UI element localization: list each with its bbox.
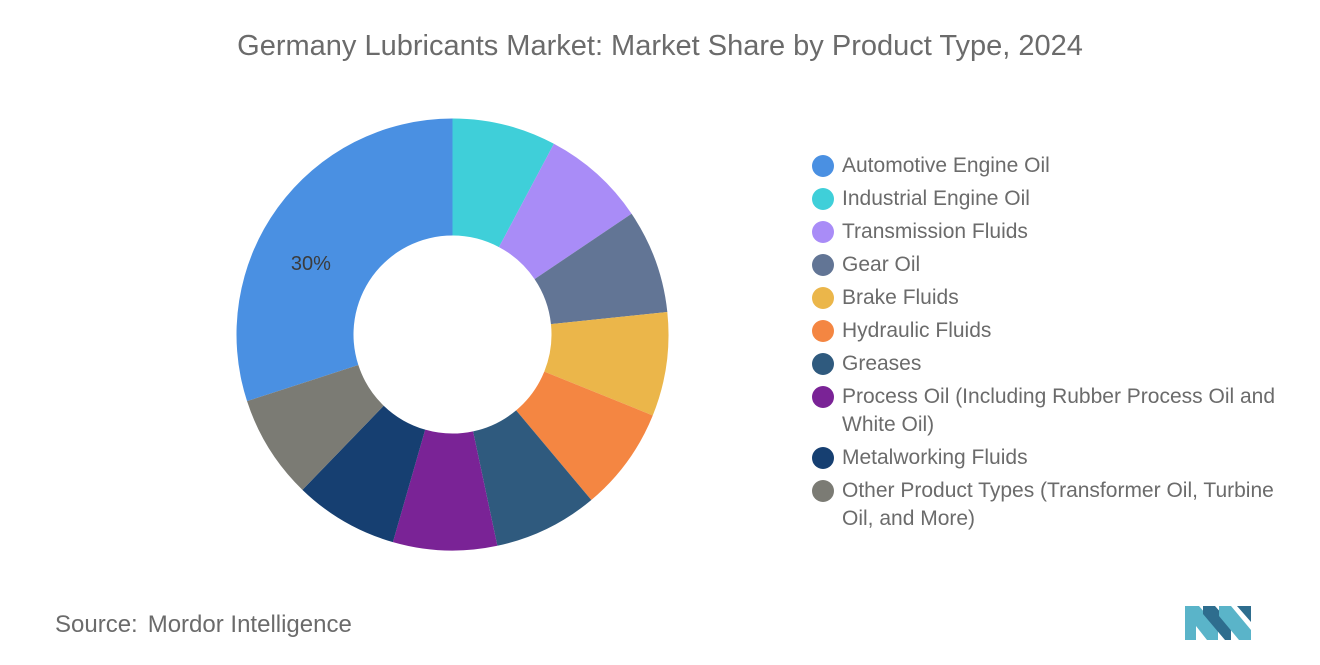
legend-item: Brake Fluids <box>812 284 1282 312</box>
legend-item: Other Product Types (Transformer Oil, Tu… <box>812 477 1282 533</box>
legend-item: Transmission Fluids <box>812 218 1282 246</box>
legend-label: Industrial Engine Oil <box>842 187 1030 210</box>
legend-label: Process Oil (Including Rubber Process Oi… <box>842 385 1276 436</box>
source-note: Source: Mordor Intelligence <box>55 611 352 639</box>
donut-slice <box>236 118 453 402</box>
legend-swatch <box>812 386 834 408</box>
legend-item: Automotive Engine Oil <box>812 152 1282 180</box>
donut-slice <box>247 365 384 490</box>
chart-legend: Automotive Engine Oil Industrial Engine O… <box>812 152 1282 538</box>
legend-label: Automotive Engine Oil <box>842 154 1050 177</box>
legend-item: Greases <box>812 350 1282 378</box>
legend-swatch <box>812 188 834 210</box>
donut-slice <box>452 118 554 248</box>
legend-label: Brake Fluids <box>842 286 959 309</box>
legend-swatch <box>812 155 834 177</box>
legend-item: Process Oil (Including Rubber Process Oi… <box>812 383 1282 439</box>
donut-slice <box>473 410 592 546</box>
donut-slice <box>302 405 426 543</box>
legend-label: Metalworking Fluids <box>842 446 1028 469</box>
chart-title: Germany Lubricants Market: Market Share … <box>237 30 1083 62</box>
donut-slice <box>544 311 669 416</box>
legend-swatch <box>812 221 834 243</box>
donut-slice <box>392 429 498 551</box>
legend-swatch <box>812 254 834 276</box>
legend-label: Greases <box>842 352 922 375</box>
legend-swatch <box>812 480 834 502</box>
legend-swatch <box>812 287 834 309</box>
source-label: Source: <box>55 611 138 638</box>
legend-item: Industrial Engine Oil <box>812 185 1282 213</box>
legend-swatch <box>812 447 834 469</box>
legend-item: Metalworking Fluids <box>812 444 1282 472</box>
legend-label: Gear Oil <box>842 253 921 276</box>
legend-item: Gear Oil <box>812 251 1282 279</box>
legend-label: Transmission Fluids <box>842 220 1028 243</box>
legend-label: Other Product Types (Transformer Oil, Tu… <box>842 479 1274 530</box>
slice-data-label: 30% <box>291 253 331 275</box>
legend-item: Hydraulic Fluids <box>812 317 1282 345</box>
donut-slice <box>516 371 653 500</box>
donut-slice <box>498 143 632 280</box>
donut-slice <box>534 213 668 325</box>
legend-label: Hydraulic Fluids <box>842 319 992 342</box>
donut-chart: 30% <box>236 118 669 551</box>
legend-swatch <box>812 353 834 375</box>
legend-swatch <box>812 320 834 342</box>
mordor-intelligence-logo-icon <box>1185 606 1251 640</box>
source-value: Mordor Intelligence <box>147 611 352 638</box>
